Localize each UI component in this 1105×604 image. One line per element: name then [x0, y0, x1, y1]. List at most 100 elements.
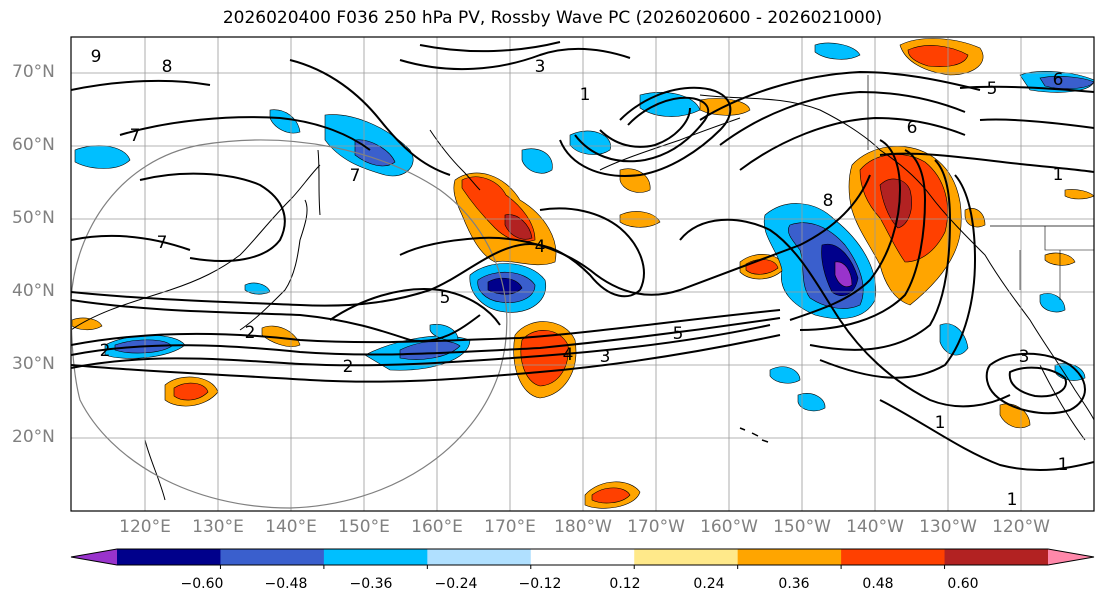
- contour-6: [71, 299, 481, 342]
- anomaly-blob: [797, 393, 826, 412]
- coastline-asia: [71, 164, 321, 331]
- contour-wave: [399, 174, 871, 296]
- contour-alaska-1: [699, 70, 981, 121]
- contour-label: 5: [673, 324, 684, 344]
- contour-west-3: [139, 172, 286, 262]
- anomaly-blob: [939, 323, 969, 356]
- lat-label-30n: 30°N: [12, 354, 55, 374]
- contour-label: 9: [91, 47, 102, 67]
- contour-west-5: [289, 59, 451, 176]
- colorbar-segment: [323, 549, 428, 565]
- anomaly-blob: [907, 45, 969, 67]
- contour-low-inner: [1008, 366, 1067, 398]
- contour-bering-3: [599, 107, 691, 148]
- colorbar-segment: [530, 549, 635, 565]
- colorbar-outline: [70, 548, 1095, 566]
- contour-label: 6: [907, 118, 918, 138]
- lon-label: 170°E: [484, 517, 536, 537]
- coastline-sakhalin: [317, 149, 321, 216]
- anomaly-blob: [569, 130, 611, 155]
- colorbar-segment: [117, 549, 221, 565]
- reference-circle: [71, 139, 508, 509]
- anomaly-blob: [769, 366, 801, 384]
- colorbar-tick-label: −0.24: [434, 576, 478, 592]
- anomaly-blob: [504, 214, 533, 240]
- colorbar-tick-label: 0.24: [693, 576, 725, 592]
- contour-label: 5: [987, 79, 998, 99]
- contour-label: 7: [157, 233, 168, 253]
- contour-west-4: [71, 234, 191, 251]
- lat-label-50n: 50°N: [12, 208, 55, 228]
- contour-low: [985, 352, 1086, 415]
- anomaly-blob: [1039, 293, 1066, 313]
- contour-bering-2: [574, 96, 710, 163]
- hawaii-islands: [739, 427, 769, 443]
- coastlines: [71, 75, 1094, 501]
- lat-label-70n: 70°N: [12, 62, 55, 82]
- colorbar-tick-label: −0.48: [264, 576, 308, 592]
- contour-trough-3: [809, 159, 952, 351]
- contour-north-1: [399, 47, 631, 71]
- colorbar-segment: [841, 549, 946, 565]
- contour-east-3: [959, 85, 1094, 93]
- contour-label: 3: [1019, 347, 1030, 367]
- contour-west-2: [119, 116, 371, 151]
- map-title: 2026020400 F036 250 hPa PV, Rossby Wave …: [222, 8, 883, 28]
- colorbar-tick-label: 0.60: [947, 576, 979, 592]
- lon-label: 150°W: [773, 517, 831, 537]
- contour-lower: [71, 334, 781, 383]
- contour-label: 1: [1058, 455, 1069, 475]
- contour-label: 1: [580, 85, 591, 105]
- contour-south-1: [879, 399, 1094, 471]
- anomaly-blob: [71, 317, 103, 331]
- contour-east-1: [879, 152, 1094, 173]
- colorbar-tick-label: −0.12: [518, 576, 562, 592]
- contour-mid: [329, 288, 501, 326]
- contour-label: 1: [1007, 490, 1018, 510]
- contour-label: 5: [440, 288, 451, 308]
- contour-label: 3: [535, 57, 546, 77]
- anomaly-blob: [964, 208, 986, 228]
- lon-label: 180°W: [554, 517, 612, 537]
- contour-alaska-2: [719, 90, 966, 146]
- colorbar-tick-label: 0.36: [778, 576, 810, 592]
- lat-label-60n: 60°N: [12, 135, 55, 155]
- lon-label: 160°E: [411, 517, 463, 537]
- pv-contours: [71, 41, 1094, 471]
- coastline-baja: [1039, 364, 1086, 441]
- contour-label: 7: [350, 166, 361, 186]
- contour-label: 8: [162, 57, 173, 77]
- colorbar-segment: [427, 549, 532, 565]
- lon-label: 170°W: [627, 517, 685, 537]
- anomaly-blob: [814, 42, 861, 60]
- anomaly-blob: [521, 148, 553, 174]
- contour-label: 7: [130, 126, 141, 146]
- contour-trough-2: [799, 149, 927, 331]
- lon-label: 120°E: [119, 517, 171, 537]
- colorbar-segment: [944, 549, 1049, 565]
- contour-3: [71, 317, 781, 356]
- anomaly-blob: [261, 325, 301, 347]
- contour-label: 2: [343, 357, 354, 377]
- contour-east-2: [979, 118, 1094, 129]
- coastline-kamchatka: [429, 129, 481, 191]
- colorbar: [70, 548, 1095, 569]
- colorbar-segment: [634, 549, 739, 565]
- contour-ridge: [679, 218, 1011, 408]
- contour-trough-1: [789, 139, 902, 321]
- colorbar-tick-label: 0.12: [609, 576, 641, 592]
- contour-label: 1: [1053, 165, 1064, 185]
- colorbar-tick-label: 0.48: [862, 576, 894, 592]
- colorbar-extend-max: [1048, 549, 1094, 565]
- contour-label: 4: [563, 345, 574, 365]
- lat-label-20n: 20°N: [12, 427, 55, 447]
- colorbar-extend-min: [71, 549, 117, 565]
- contour-label: 2: [100, 341, 111, 361]
- anomaly-blob: [487, 277, 523, 295]
- contour-label: 4: [535, 237, 546, 257]
- contour-label: 3: [600, 347, 611, 367]
- anomaly-blob: [591, 487, 631, 504]
- coastline-philippines: [144, 439, 166, 501]
- contour-alaska-3: [739, 116, 966, 171]
- contour-label: 1: [935, 413, 946, 433]
